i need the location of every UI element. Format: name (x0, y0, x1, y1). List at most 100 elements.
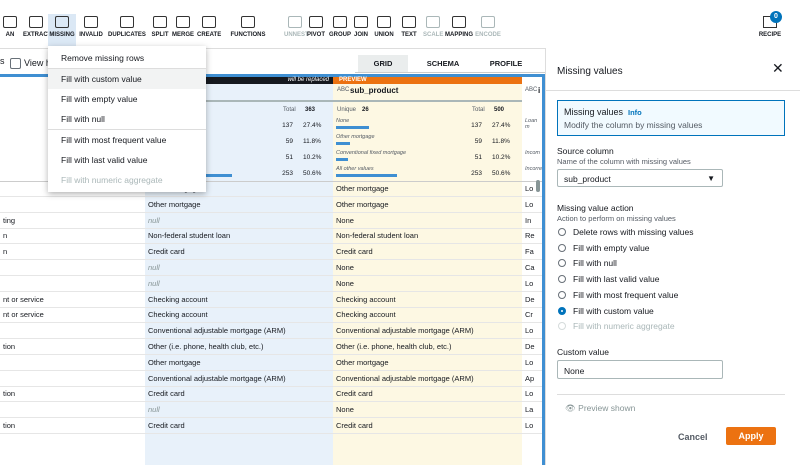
button-icon (84, 16, 98, 28)
checkbox-label: View h (24, 58, 51, 68)
button-label: EXTRACT (23, 32, 52, 38)
grid-cell: Ca (522, 260, 542, 276)
panel-title: Missing values (557, 66, 623, 77)
tabs (355, 55, 545, 73)
column-type: ABC (337, 87, 350, 93)
radio-option[interactable]: Delete rows with missing values (558, 227, 693, 237)
radio-button (558, 275, 566, 284)
radio-option[interactable]: Fill with null (558, 258, 617, 268)
grid-cell: nt or service (0, 307, 145, 324)
radio-option[interactable]: Fill with most frequent value (558, 290, 678, 300)
toolbar-button[interactable]: UNION (373, 14, 395, 46)
button-icon (333, 16, 347, 28)
preview-toggle[interactable]: 👁 Preview shown (565, 403, 636, 413)
grid-cell (0, 276, 145, 292)
checkbox[interactable] (10, 58, 21, 69)
toolbar-button[interactable]: FUNCTIONS (228, 14, 268, 46)
grid-cell: Lo (522, 323, 542, 340)
info-title: Missing values (564, 107, 624, 117)
close-button[interactable]: ✕ (772, 60, 784, 76)
grid-cell: De (522, 292, 542, 308)
toolbar-button[interactable]: EXTRACT (23, 14, 52, 46)
grid-cell: Other mortgage (333, 181, 522, 197)
apply-button[interactable]: Apply (726, 427, 776, 445)
recipe-button[interactable]: 0 RECIPE (755, 11, 785, 46)
radio-label: Fill with null (573, 258, 617, 269)
toolbar-button[interactable]: SPLIT (150, 14, 170, 46)
info-link[interactable]: Info (628, 108, 642, 117)
grid-cell: Credit card (145, 418, 333, 434)
grid-cell: Lo (522, 355, 542, 371)
stat-count: 59 (474, 138, 482, 145)
toolbar-button[interactable]: MISSING (48, 14, 76, 46)
radio-option[interactable]: Fill with last valid value (558, 274, 659, 284)
toolbar-button[interactable]: GROUP (329, 14, 351, 46)
column-name: sub_product (350, 86, 399, 95)
toolbar-button[interactable]: CREATE (197, 14, 221, 46)
toolbar-button[interactable]: JOIN (352, 14, 370, 46)
recipe-icon: 0 (763, 11, 782, 28)
dropdown-menu: Remove missing rows Fill with custom valu… (48, 46, 206, 192)
toolbar-button[interactable]: TEXT (400, 14, 418, 46)
cancel-button[interactable]: Cancel (678, 432, 708, 442)
grid-cell: Conventional adjustable mortgage (ARM) (333, 323, 522, 340)
menu-item[interactable]: Fill with last valid value (61, 155, 148, 165)
button-icon (202, 16, 216, 28)
button-label: SCALE (423, 32, 444, 38)
radio-label: Fill with custom value (573, 305, 654, 316)
view-tab[interactable]: SCHEMA (426, 59, 460, 68)
menu-item[interactable]: Fill with empty value (61, 94, 138, 104)
stat-count: 253 (471, 170, 482, 177)
column-type: ABC (525, 87, 538, 93)
menu-item[interactable]: Fill with null (61, 114, 105, 124)
menu-item: Fill with numeric aggregate (61, 175, 163, 185)
radio-option[interactable]: Fill with custom value (558, 306, 654, 316)
button-label: INVALID (79, 32, 103, 38)
toolbar-button[interactable]: PIVOT (306, 14, 326, 46)
button-label: MERGE (172, 32, 195, 38)
button-label: FUNCTIONS (230, 32, 266, 38)
toolbar-button[interactable]: DUPLICATES (108, 14, 146, 46)
view-tab[interactable]: GRID (358, 55, 408, 72)
button-icon (29, 16, 43, 28)
grid-cell: Credit card (333, 386, 522, 403)
stat-percent: 10.2% (492, 154, 511, 161)
toolbar-button[interactable]: AN (0, 14, 20, 46)
menu-item[interactable]: Remove missing rows (61, 53, 145, 63)
grid-cell: null (145, 213, 333, 229)
toolbar-button[interactable]: MERGE (172, 14, 194, 46)
stat-label: Loan m (525, 118, 538, 130)
stat-count: 51 (285, 154, 293, 161)
column-bg (333, 77, 522, 465)
grid-cell: Conventional adjustable mortgage (ARM) (145, 323, 333, 340)
left-text: s (0, 56, 5, 66)
grid-cell (0, 402, 145, 419)
stat-percent: 50.6% (303, 170, 322, 177)
menu-item[interactable]: Fill with custom value (48, 68, 206, 89)
grid-cell: Other mortgage (145, 197, 333, 213)
radio-button (558, 306, 566, 315)
grid-cell (0, 260, 145, 276)
button-label: MAPPING (445, 32, 474, 38)
button-label: UNNEST (284, 32, 309, 38)
custom-input[interactable]: None (557, 360, 723, 379)
button-icon (55, 16, 69, 28)
menu-item[interactable]: Fill with most frequent value (48, 129, 206, 150)
toolbar (0, 0, 800, 49)
total-value: 363 (305, 107, 316, 113)
info-box (557, 100, 785, 136)
grid-cell: null (145, 402, 333, 419)
grid-cell: Cr (522, 307, 542, 324)
source-select[interactable]: sub_product ▼ (557, 169, 723, 187)
grid-cell (0, 323, 145, 340)
custom-label: Custom value (557, 347, 609, 357)
stat-count: 51 (474, 154, 482, 161)
info-text: Modify the column by missing values (564, 120, 703, 130)
radio-option[interactable]: Fill with empty value (558, 243, 650, 253)
button-label: TEXT (401, 32, 417, 38)
toolbar-button[interactable]: INVALID (78, 14, 104, 46)
view-tab[interactable]: PROFILE (489, 59, 523, 68)
toolbar-button[interactable]: MAPPING (445, 14, 473, 46)
grid-cell: ting (0, 213, 145, 229)
radio-button (558, 322, 566, 331)
